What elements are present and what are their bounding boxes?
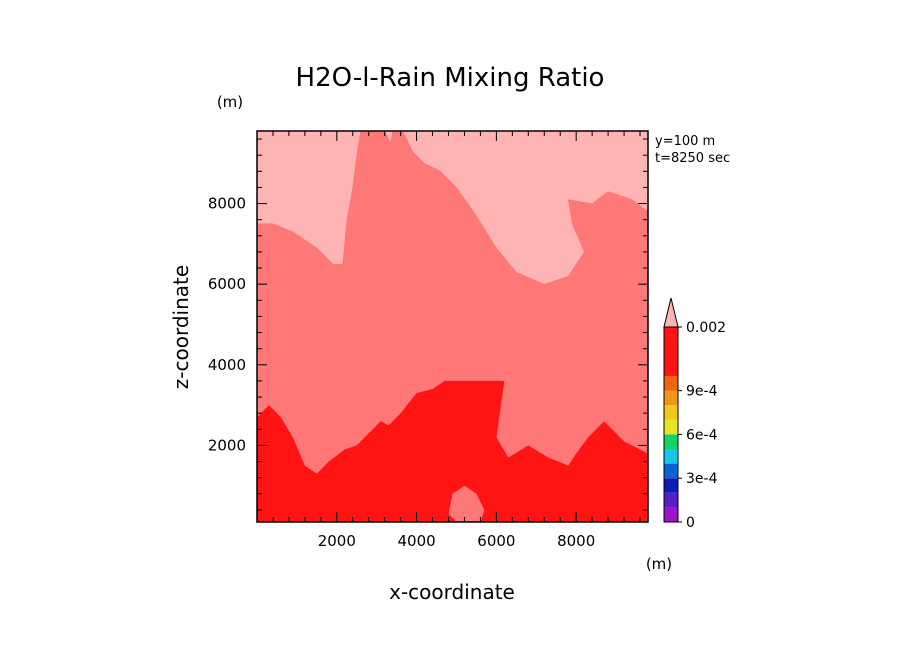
chart-title: H2O-l-Rain Mixing Ratio (296, 63, 605, 93)
annotation-y-position: y=100 m (655, 134, 715, 149)
y-unit-label: (m) (217, 93, 243, 111)
y-tick-label: 4000 (208, 356, 246, 374)
contour-region-0-2 (402, 131, 648, 285)
x-tick-label: 2000 (318, 532, 356, 550)
colorbar-band (664, 478, 678, 493)
colorbar-band (664, 507, 678, 522)
colorbar-band (664, 434, 678, 449)
x-axis-label: x-coordinate (389, 580, 515, 604)
colorbar-overflow-triangle (663, 297, 679, 328)
y-tick-label: 8000 (208, 195, 246, 213)
colorbar-band (664, 449, 678, 464)
colorbar-label: 0.002 (686, 320, 726, 336)
contour-region-0-1 (384, 131, 393, 144)
contour-region-1-0 (257, 131, 648, 474)
plot-frame (256, 130, 649, 523)
colorbar-band (664, 327, 678, 376)
colorbar-label: 0 (686, 515, 695, 531)
contour-plot-area: 2000 4000 6000 8000 2000 4000 6000 8000 (208, 130, 649, 550)
colorbar: 0 3e-4 6e-4 9e-4 0.002 (663, 297, 726, 531)
contour-region-0-0 (257, 131, 361, 264)
x-tick-label: 6000 (477, 532, 515, 550)
colorbar-band (664, 419, 678, 435)
x-unit-label: (m) (646, 555, 672, 573)
colorbar-label: 6e-4 (686, 427, 718, 443)
colorbar-band (664, 390, 678, 406)
annotation-time: t=8250 sec (655, 151, 730, 166)
colorbar-label: 9e-4 (686, 384, 718, 400)
y-axis-label: z-coordinate (169, 265, 193, 389)
y-tick-labels: 2000 4000 6000 8000 (208, 195, 246, 455)
axis-ticks (257, 131, 648, 522)
y-tick-label: 2000 (208, 436, 246, 454)
contour-region-2-0 (448, 485, 485, 522)
contour-regions (257, 131, 648, 522)
colorbar-frame (663, 326, 679, 523)
y-tick-label: 6000 (208, 275, 246, 293)
colorbar-band (664, 492, 678, 508)
x-tick-label: 8000 (557, 532, 595, 550)
x-tick-labels: 2000 4000 6000 8000 (318, 532, 596, 550)
colorbar-band (664, 463, 678, 479)
colorbar-label: 3e-4 (686, 471, 718, 487)
colorbar-band (664, 376, 678, 391)
colorbar-band (664, 405, 678, 420)
x-tick-label: 4000 (397, 532, 435, 550)
